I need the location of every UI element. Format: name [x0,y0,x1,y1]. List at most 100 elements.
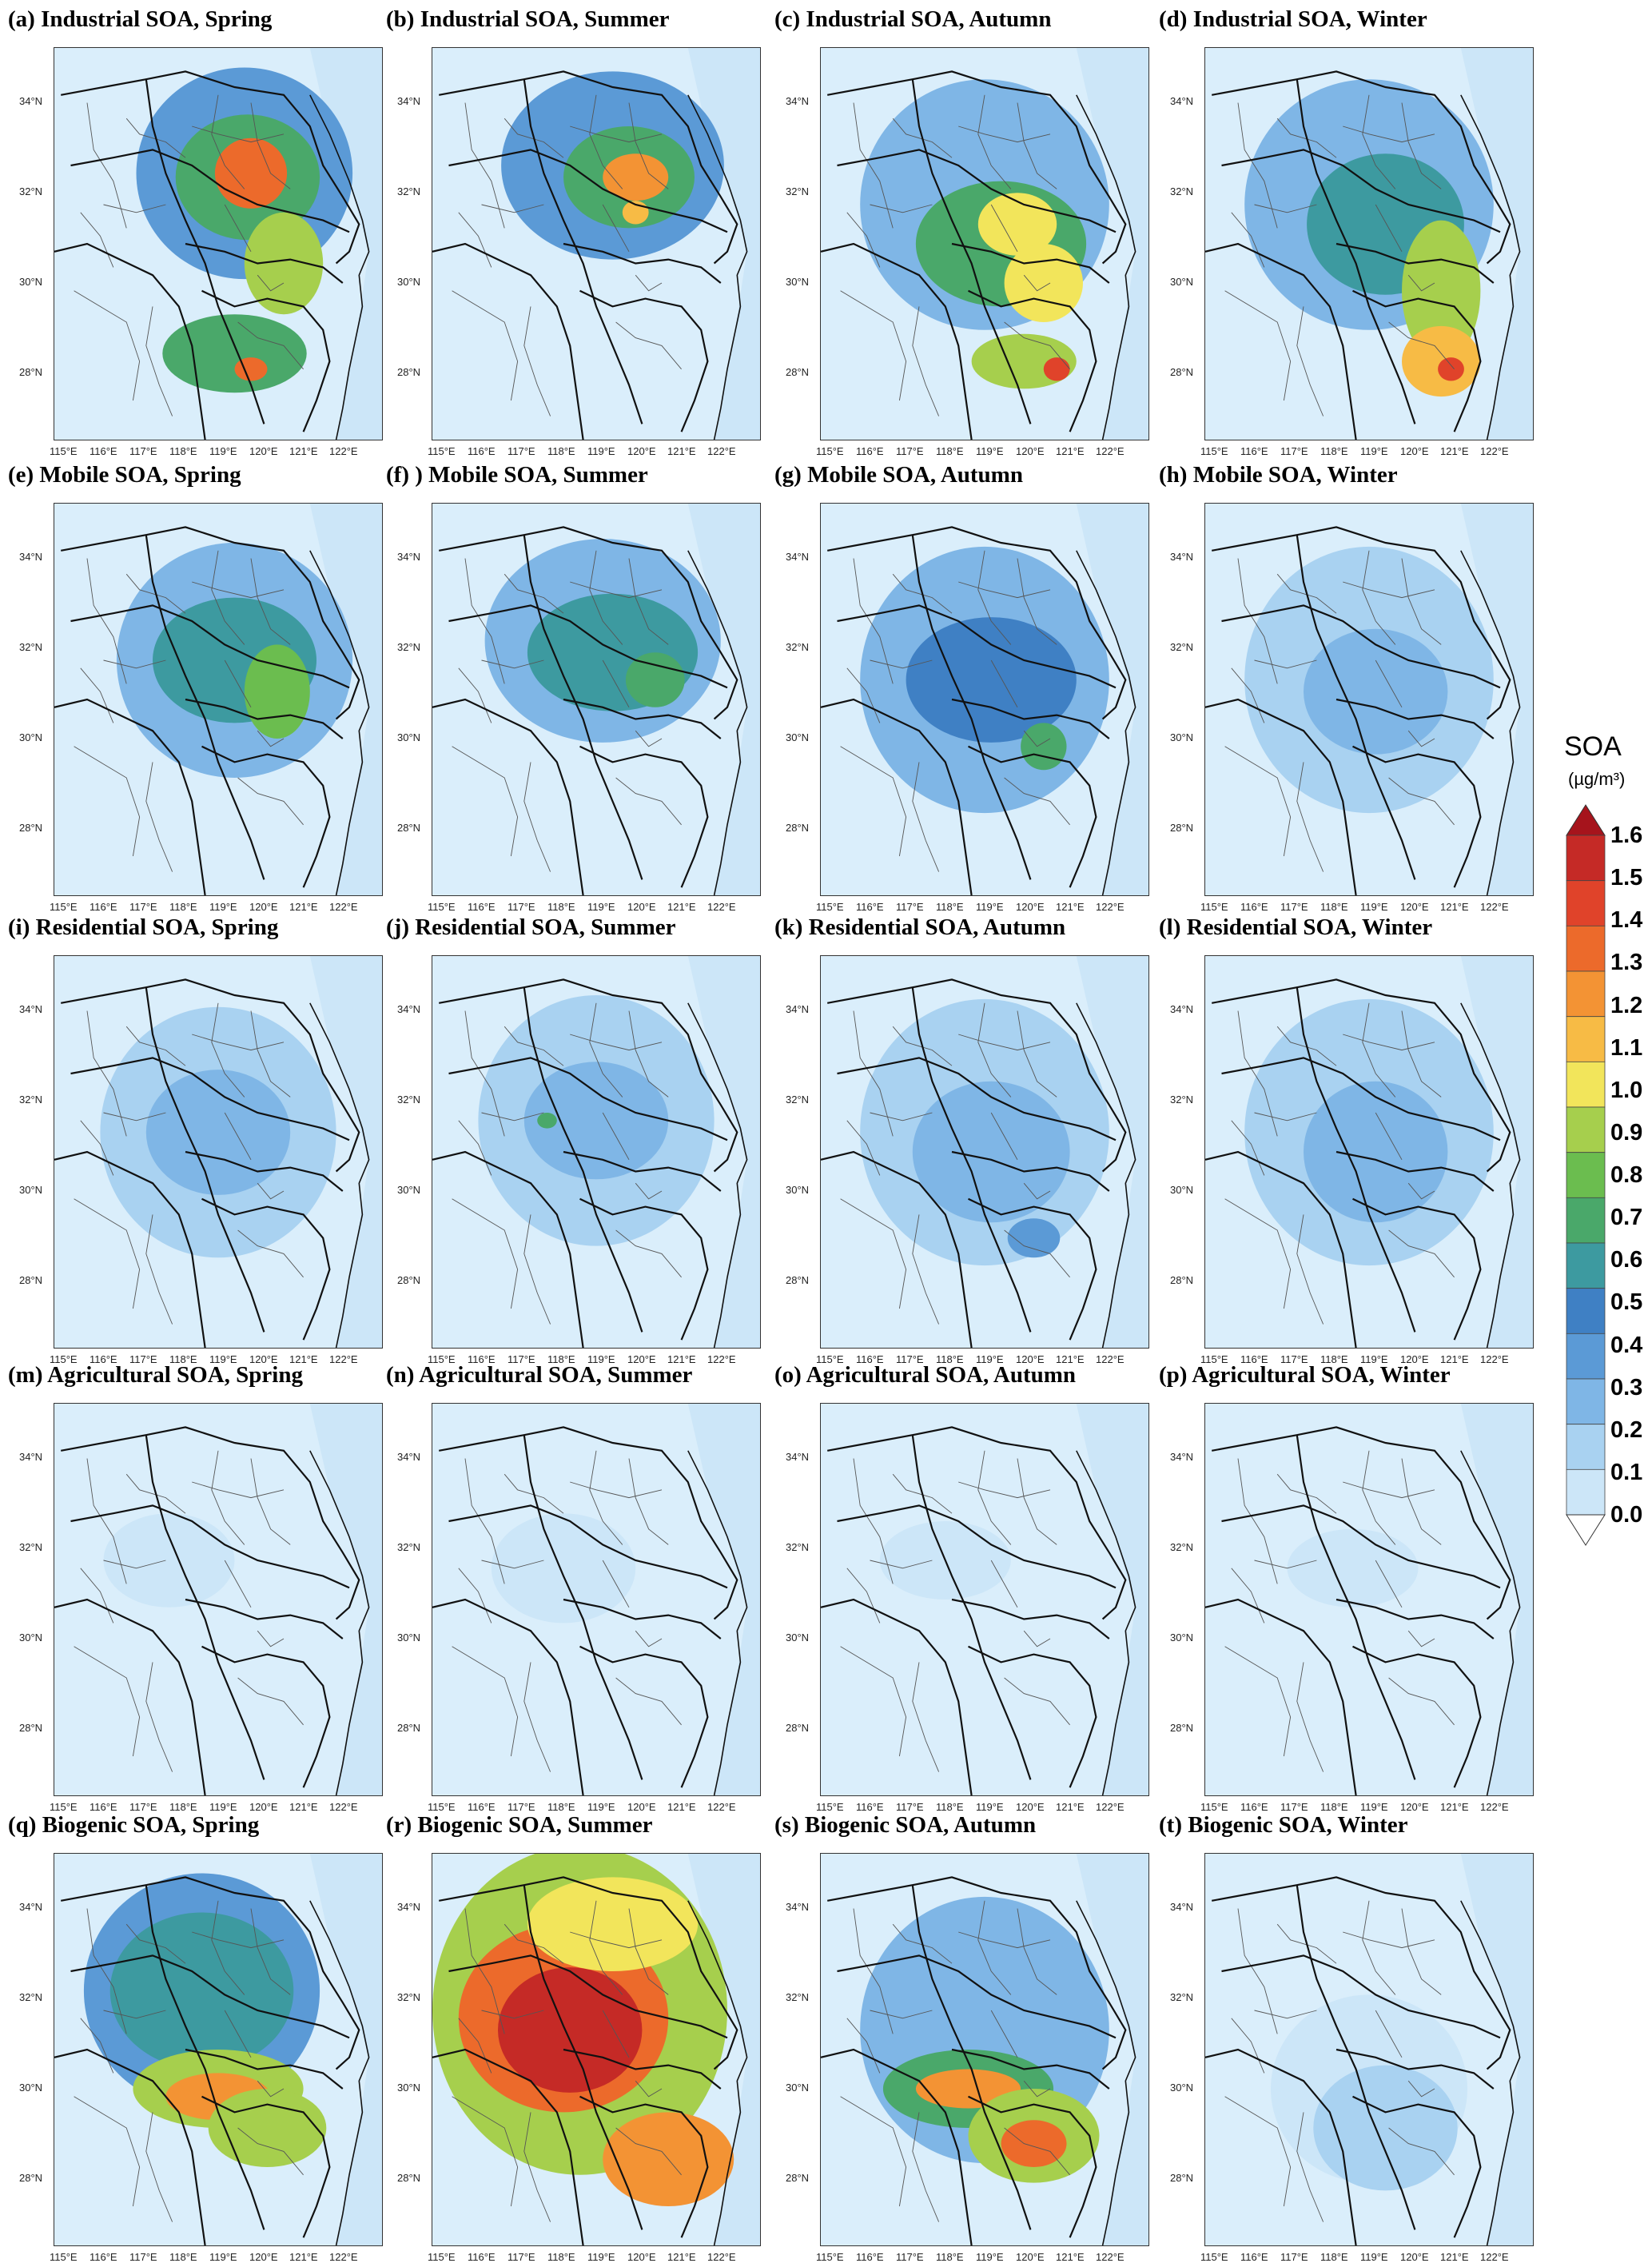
province-border [185,698,344,739]
land-field [821,1404,1136,1795]
province-border [70,1504,350,1589]
province-border [1352,1645,1482,1788]
city-border [958,581,1051,599]
city-border [1276,1473,1337,1514]
y-tick-label: 34°N [1170,1451,1194,1463]
x-tick-label: 122°E [707,1801,736,1813]
province-border [563,1150,722,1192]
x-tick-label: 121°E [289,901,318,913]
colorbar-tick-label: 1.1 [1610,1034,1643,1061]
x-tick-label: 121°E [1440,445,1469,457]
colorbar-swatch [1566,1016,1606,1062]
x-tick-label: 116°E [856,2251,884,2263]
panel-title: (b) Industrial SOA, Summer [386,6,670,32]
x-tick-label: 117°E [129,901,157,913]
city-border [570,126,663,143]
map-svg [432,1404,760,1795]
city-border [570,1931,663,1949]
soa-contour [162,314,307,393]
city-border [912,1214,940,1325]
panel-title: (e) Mobile SOA, Spring [8,462,241,488]
x-tick-label: 118°E [169,1353,197,1365]
x-tick-label: 115°E [816,1801,844,1813]
x-tick-label: 121°E [667,1353,696,1365]
city-border [86,102,127,229]
province-border [432,1598,584,1795]
city-border [977,1002,1012,1098]
province-border [1205,242,1357,440]
colorbar-tick-label: 0.4 [1610,1332,1643,1358]
province-border [1336,242,1495,284]
map-panel [432,1403,761,1796]
x-tick-label: 117°E [129,1801,157,1813]
city-border [628,1010,669,1098]
x-tick-label: 118°E [1320,1801,1348,1813]
x-tick-label: 122°E [329,2251,358,2263]
x-tick-label: 122°E [1480,445,1509,457]
x-tick-label: 122°E [707,445,736,457]
x-tick-label: 121°E [1440,1353,1469,1365]
x-tick-label: 122°E [1096,1353,1125,1365]
panel-title: (p) Agricultural SOA, Winter [1159,1362,1451,1388]
city-border [1237,1010,1278,1137]
province-border [185,242,344,284]
colorbar-swatch [1566,1106,1606,1153]
x-tick-label: 115°E [50,2251,78,2263]
city-border [464,102,505,229]
city-border [80,667,114,723]
province-border [1221,149,1501,233]
province-border [185,1150,344,1192]
x-tick-label: 116°E [468,901,496,913]
x-tick-label: 120°E [627,901,656,913]
y-tick-label: 30°N [1170,1632,1194,1643]
x-tick-label: 115°E [428,1353,456,1365]
province-border [145,535,265,880]
city-border [523,2112,551,2222]
x-tick-label: 122°E [1096,2251,1125,2263]
city-border [870,204,933,213]
x-tick-label: 122°E [1096,901,1125,913]
panel-title: (d) Industrial SOA, Winter [1159,6,1427,32]
province-border [968,1645,1097,1788]
city-border [990,659,1018,708]
city-border [870,1560,933,1569]
city-border [1023,274,1051,292]
colorbar-tick-label: 0.6 [1610,1247,1643,1273]
x-tick-label: 116°E [90,445,117,457]
province-border [837,1057,1117,1141]
x-tick-label: 120°E [1016,445,1045,457]
province-border [439,1426,738,1620]
city-border [1224,746,1292,857]
city-border [74,2096,141,2207]
x-tick-label: 117°E [1280,1353,1308,1365]
y-tick-label: 32°N [786,1541,810,1553]
x-tick-label: 116°E [1240,901,1268,913]
x-tick-label: 118°E [547,901,575,913]
province-border [1296,79,1416,424]
map-svg [1205,956,1533,1348]
y-tick-label: 28°N [397,822,421,834]
x-tick-label: 121°E [1056,901,1085,913]
province-border [1336,1150,1495,1192]
map-panel [432,47,761,440]
city-border [103,204,166,213]
x-tick-label: 116°E [856,901,884,913]
soa-contour [537,1113,557,1129]
province-border [821,1598,973,1795]
city-border [990,1560,1018,1608]
city-border [1407,1182,1435,1200]
x-tick-label: 118°E [1320,2251,1348,2263]
city-border [570,1481,663,1499]
province-border [1205,2048,1357,2245]
city-border [224,1560,252,1608]
map-svg [432,48,760,440]
soa-contour [523,1062,669,1180]
city-border [1254,1112,1317,1122]
city-border [224,659,252,708]
city-border [1231,667,1265,723]
x-tick-label: 120°E [627,445,656,457]
x-tick-label: 119°E [209,445,237,457]
x-tick-label: 121°E [1056,2251,1085,2263]
coastline [1076,1900,1136,2245]
colorbar-swatch [1566,1152,1606,1198]
